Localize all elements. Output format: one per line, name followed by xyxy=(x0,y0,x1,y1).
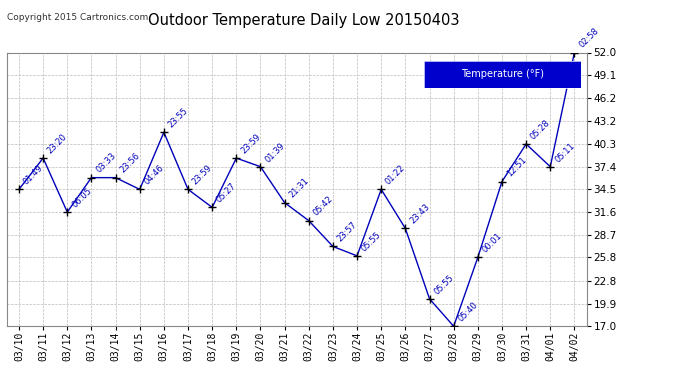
Text: 05:55: 05:55 xyxy=(433,273,455,296)
Text: 01:22: 01:22 xyxy=(384,164,407,187)
Text: 05:27: 05:27 xyxy=(215,182,238,205)
Text: 02:58: 02:58 xyxy=(578,27,600,50)
Text: 03:33: 03:33 xyxy=(95,152,117,175)
Text: 05:40: 05:40 xyxy=(457,300,480,324)
Text: 23:20: 23:20 xyxy=(46,132,69,155)
Text: 05:55: 05:55 xyxy=(360,230,383,253)
Text: 23:56: 23:56 xyxy=(119,152,141,175)
Text: 12:51: 12:51 xyxy=(505,156,528,179)
Text: 01:39: 01:39 xyxy=(264,141,286,164)
Text: 05:28: 05:28 xyxy=(529,118,552,141)
Text: 00:01: 00:01 xyxy=(481,231,504,255)
Text: 04:46: 04:46 xyxy=(143,164,166,187)
Text: 06:05: 06:05 xyxy=(70,186,93,209)
Text: 23:59: 23:59 xyxy=(191,164,214,187)
Text: 21:31: 21:31 xyxy=(288,177,310,200)
Text: Outdoor Temperature Daily Low 20150403: Outdoor Temperature Daily Low 20150403 xyxy=(148,13,460,28)
Text: 05:42: 05:42 xyxy=(312,195,335,218)
Text: 23:57: 23:57 xyxy=(336,220,359,244)
Text: 23:59: 23:59 xyxy=(239,132,262,155)
Text: 05:11: 05:11 xyxy=(553,141,576,164)
Text: Copyright 2015 Cartronics.com: Copyright 2015 Cartronics.com xyxy=(7,13,148,22)
Text: 01:49: 01:49 xyxy=(22,164,45,187)
Text: 23:43: 23:43 xyxy=(408,202,431,226)
Text: 23:55: 23:55 xyxy=(167,106,190,129)
